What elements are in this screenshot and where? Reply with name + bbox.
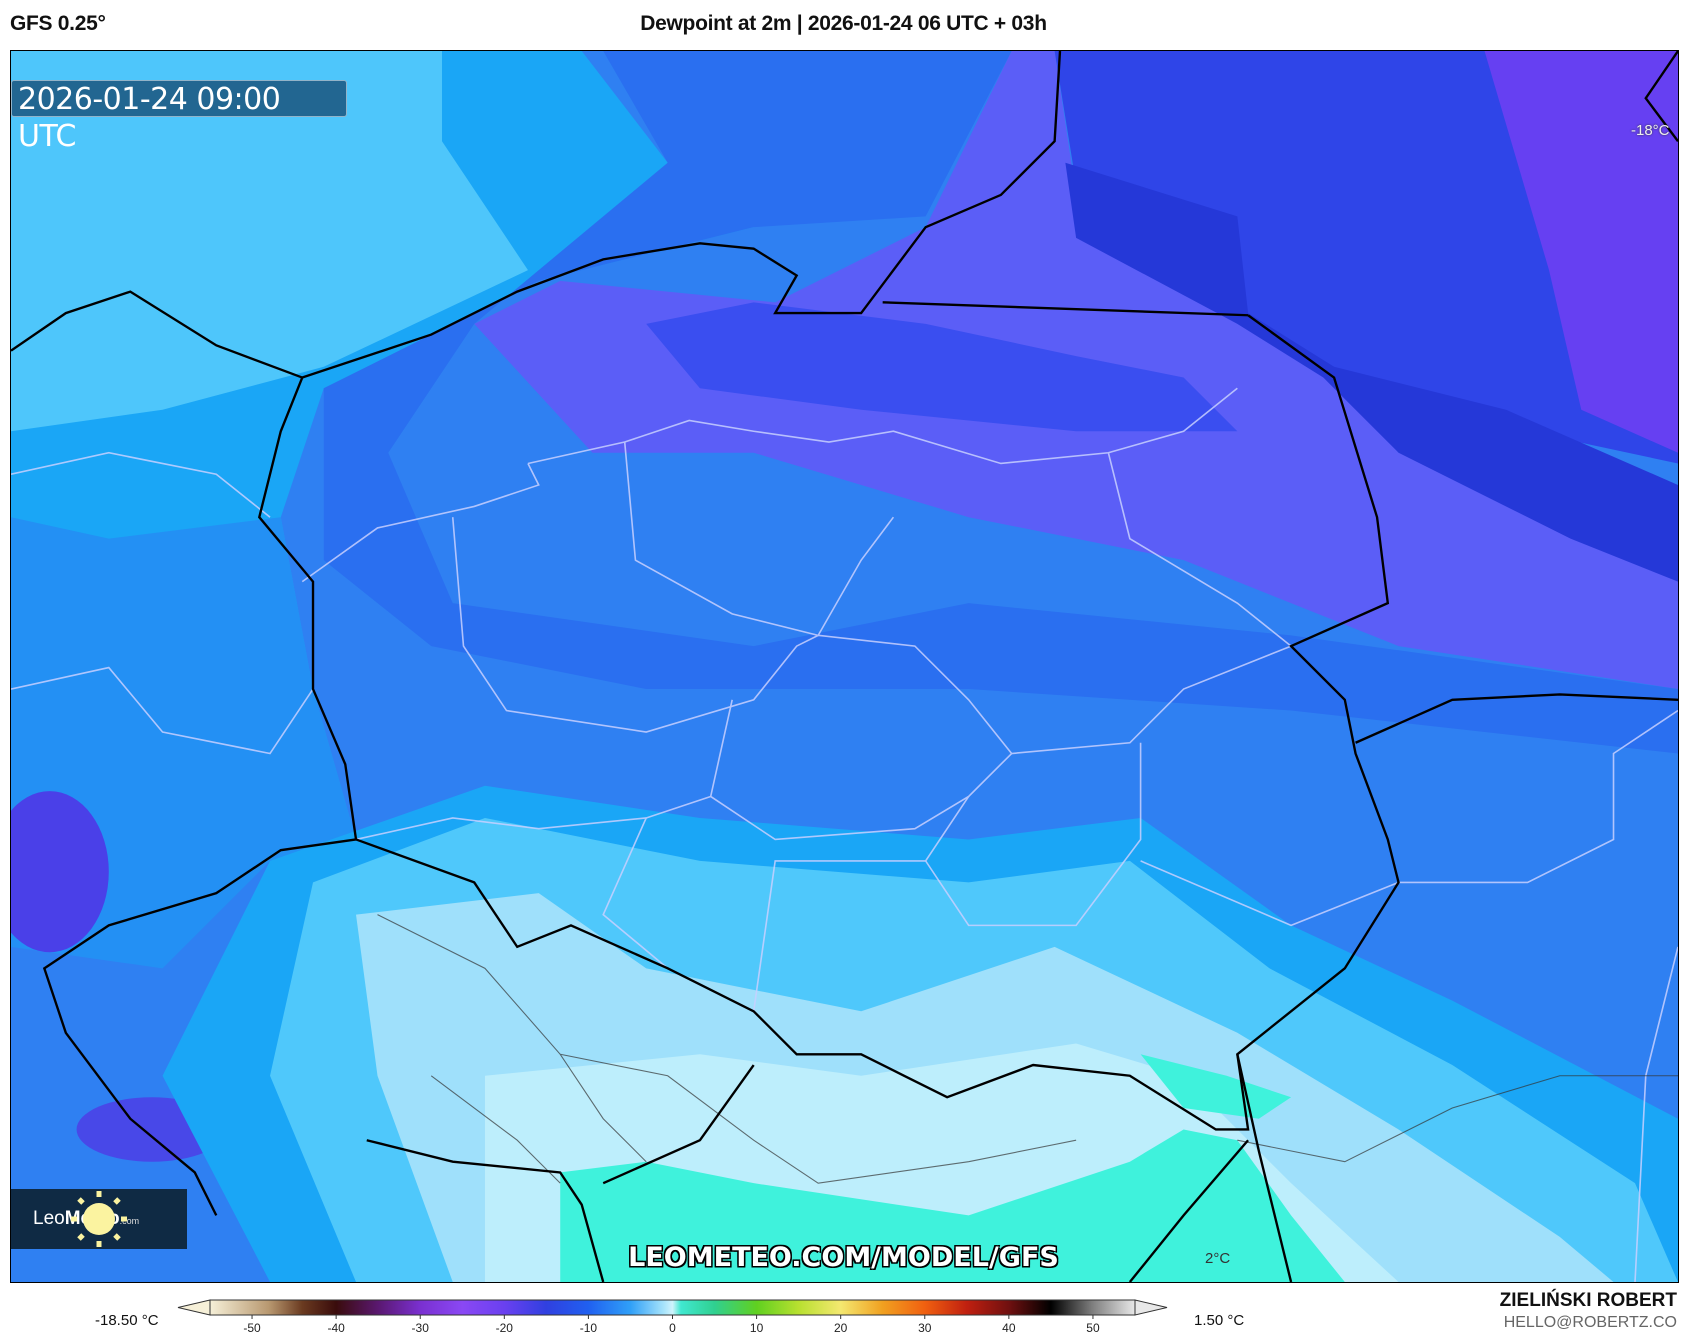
- colorbar-min-extension: [177, 1299, 211, 1316]
- colorbar-gradient: [209, 1299, 1136, 1316]
- author-email[interactable]: HELLO@ROBERTZ.CO: [1503, 1314, 1677, 1331]
- valid-time-label: 2026-01-24 09:00 UTC: [11, 80, 347, 154]
- colorbar-tick-label: 20: [834, 1321, 848, 1335]
- max-point-label: 2°C: [1205, 1250, 1231, 1267]
- colorbar-tick-label: -10: [580, 1321, 598, 1335]
- colorbar-tick-label: -20: [496, 1321, 514, 1335]
- model-label: GFS 0.25°: [10, 12, 106, 35]
- contour-band: [560, 1129, 1345, 1282]
- contour-band: [1065, 162, 1678, 582]
- neighbour-borders: [377, 914, 1678, 1184]
- colorbar-min-label: -18.50 °C: [95, 1312, 159, 1329]
- colorbar-tick-label: 40: [1002, 1321, 1016, 1335]
- chart-title: Dewpoint at 2m | 2026-01-24 06 UTC + 03h: [640, 12, 1047, 35]
- dewpoint-map: 2026-01-24 09:00 UTC LeoMeteo.com -18°C …: [10, 50, 1679, 1283]
- colorbar-tick-label: 10: [750, 1321, 764, 1335]
- contour-band: [646, 302, 1238, 432]
- author-credit: ZIELIŃSKI ROBERT: [1499, 1290, 1677, 1311]
- contour-band: [11, 791, 109, 953]
- colorbar-max-extension: [1134, 1299, 1168, 1316]
- leometeo-logo[interactable]: LeoMeteo.com: [11, 1189, 187, 1249]
- min-point-label: -18°C: [1631, 122, 1670, 139]
- coast-and-country-borders: [11, 51, 1678, 1282]
- contour-band: [1484, 51, 1678, 453]
- colorbar-tick-label: -40: [327, 1321, 345, 1335]
- contour-band: [323, 51, 1678, 754]
- watermark: LEOMETEO.COM/MODEL/GFS: [628, 1242, 1059, 1273]
- colorbar-tick-label: 30: [918, 1321, 932, 1335]
- colorbar-tick-label: 0: [669, 1321, 676, 1335]
- contour-band: [11, 51, 528, 432]
- map-field: [11, 51, 1678, 1282]
- colorbar-max-label: 1.50 °C: [1194, 1312, 1245, 1329]
- colorbar-tick-label: 50: [1086, 1321, 1100, 1335]
- colorbar-tick-label: -30: [412, 1321, 430, 1335]
- colorbar-tick-label: -50: [243, 1321, 261, 1335]
- sun-icon: [71, 1191, 127, 1247]
- contour-band: [1140, 1054, 1292, 1119]
